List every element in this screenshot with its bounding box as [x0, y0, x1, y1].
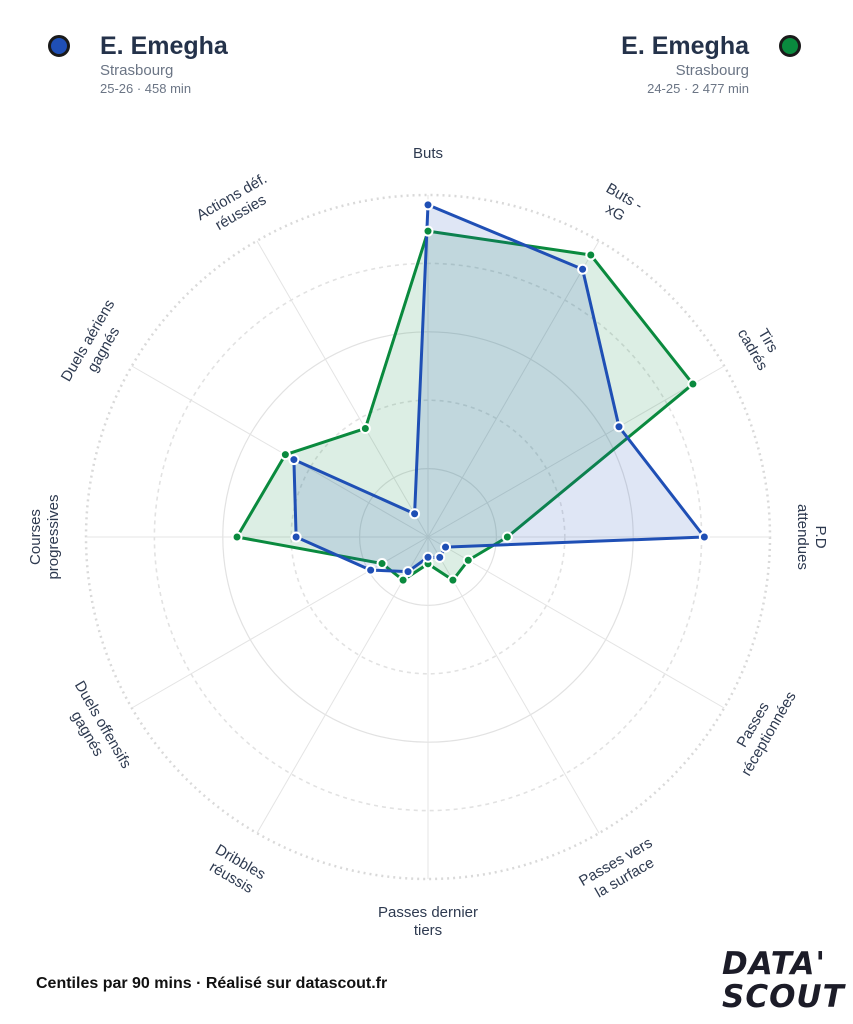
data-point-player-b — [447, 574, 459, 586]
data-point-player-a — [698, 531, 710, 543]
axis-label-line: Passes dernier — [378, 904, 478, 921]
player-a-legend-dot — [48, 35, 70, 57]
player-a-club: Strasbourg — [100, 62, 174, 79]
axis-label-line: Buts — [413, 145, 443, 162]
axis-spoke — [427, 536, 600, 834]
data-point-player-a — [422, 199, 434, 211]
player-a-season-minutes: 25-26 · 458 min — [100, 81, 192, 96]
axis-label: P.Dattendues — [794, 504, 829, 570]
data-point-player-a — [365, 564, 377, 576]
data-point-player-a — [422, 551, 434, 563]
axis-label: Coursesprogressives — [27, 494, 62, 579]
axis-label: Passes versla surface — [576, 834, 664, 905]
data-point-player-b — [376, 558, 388, 570]
data-point-player-b — [279, 449, 291, 461]
player-a-name: E. Emegha — [100, 32, 228, 60]
axis-label-line: attendues — [794, 504, 811, 570]
data-point-player-a — [440, 541, 452, 553]
axis-spoke — [131, 365, 429, 538]
footer-credit: Centiles par 90 mins · Réalisé sur datas… — [36, 975, 388, 992]
player-b-name: E. Emegha — [621, 32, 749, 60]
axis-label-line: tiers — [414, 922, 442, 939]
axis-spoke — [427, 240, 600, 538]
data-point-player-a — [577, 263, 589, 275]
logo-line-1: DATA' — [722, 946, 826, 982]
axis-spoke — [256, 240, 429, 538]
axis-label-line: P.D — [812, 525, 829, 548]
data-point-player-a — [288, 454, 300, 466]
player-b-season-minutes: 24-25 · 2 477 min — [647, 81, 749, 96]
axis-label: Buts -xG — [594, 180, 645, 230]
logo-line-2: SCOUT — [722, 979, 845, 1015]
axis-label: Passesréceptionnées — [722, 680, 799, 779]
data-point-player-a — [613, 421, 625, 433]
data-point-player-b — [359, 422, 371, 434]
axis-label: Passes dernier tiers — [378, 904, 478, 939]
axis-label-line: progressives — [45, 494, 62, 579]
axis-spoke — [256, 536, 429, 834]
datascout-logo: DATA' SCOUT — [722, 946, 845, 1015]
axis-spoke — [427, 365, 725, 538]
data-point-player-b — [585, 249, 597, 261]
data-point-player-a — [409, 508, 421, 520]
axis-label: Buts — [413, 145, 443, 162]
axis-label: Dribblesréussis — [203, 841, 268, 899]
data-point-player-b — [397, 574, 409, 586]
axis-label: Duels aériensgagnés — [58, 297, 134, 394]
axis-label: Tirscadrés — [734, 317, 787, 373]
axis-label: Actions déf.réussies — [194, 170, 279, 240]
data-point-player-b — [687, 378, 699, 390]
data-point-player-b — [501, 531, 513, 543]
data-point-player-b — [231, 531, 243, 543]
data-point-player-a — [434, 551, 446, 563]
player-b-legend-dot — [779, 35, 801, 57]
data-point-player-a — [402, 566, 414, 578]
data-point-player-a — [290, 531, 302, 543]
axis-label-line: Courses — [27, 509, 44, 565]
data-point-player-b — [422, 225, 434, 237]
data-point-player-b — [462, 554, 474, 566]
axis-spoke — [427, 536, 725, 709]
player-b-club: Strasbourg — [675, 62, 749, 79]
